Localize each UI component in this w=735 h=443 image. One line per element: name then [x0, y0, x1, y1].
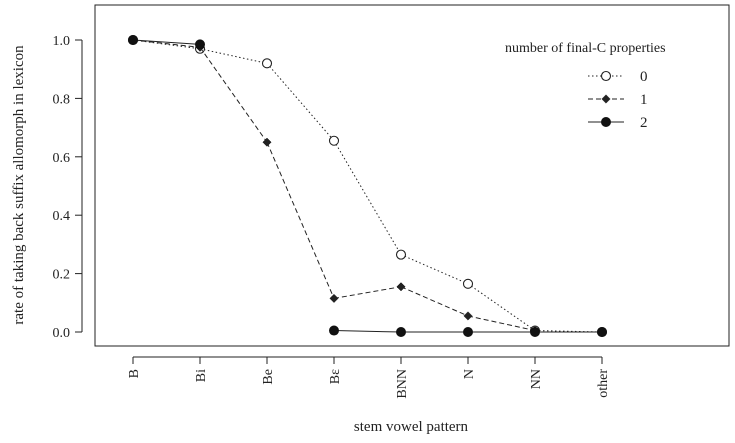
- data-point: [530, 327, 540, 337]
- x-tick-label: B: [127, 369, 142, 378]
- y-axis: 0.0 0.2 0.4 0.6 0.8 1.0: [53, 34, 83, 341]
- y-tick-label: 0.6: [53, 151, 71, 166]
- series-line-segment: [467, 283, 536, 331]
- data-point: [597, 327, 607, 337]
- data-point: [262, 137, 272, 147]
- data-point: [328, 135, 340, 146]
- data-point: [463, 311, 473, 321]
- data-point: [329, 325, 339, 336]
- series-line-segment: [333, 140, 402, 255]
- y-tick-label: 1.0: [53, 34, 71, 49]
- legend-item: 0: [588, 69, 648, 85]
- legend-label: 2: [640, 115, 648, 131]
- series-1: [128, 35, 540, 336]
- data-point: [261, 58, 273, 69]
- series-line-segment: [333, 330, 402, 333]
- x-tick-label: BNN: [395, 369, 410, 399]
- data-point: [395, 249, 407, 260]
- legend-item: 1: [588, 92, 648, 108]
- y-tick-label: 0.0: [53, 326, 71, 341]
- legend-item: 2: [588, 115, 648, 131]
- legend-marker: [600, 70, 612, 82]
- data-point: [128, 35, 138, 45]
- series-0: [127, 34, 608, 338]
- legend: number of final-C properties 0 1 2: [505, 41, 666, 131]
- x-tick-label: N: [462, 369, 477, 379]
- x-axis-label: stem vowel pattern: [354, 419, 469, 435]
- series-2: [128, 35, 607, 337]
- y-tick-label: 0.2: [53, 268, 71, 283]
- legend-marker: [601, 117, 611, 127]
- legend-label: 0: [640, 69, 648, 85]
- x-axis: B Bi Be Bɛ BNN N NN other: [127, 356, 611, 399]
- legend-label: 1: [640, 92, 648, 108]
- data-point: [396, 282, 406, 292]
- x-tick-label: Bɛ: [328, 369, 343, 384]
- x-tick-label: Bi: [194, 369, 209, 382]
- y-tick-label: 0.4: [53, 209, 71, 224]
- series-line-segment: [400, 286, 469, 317]
- series-layer: [127, 34, 608, 338]
- series-line-segment: [199, 47, 268, 143]
- plot-frame: [94, 4, 730, 347]
- legend-marker: [601, 94, 611, 104]
- series-line-segment: [199, 48, 268, 64]
- x-tick-label: NN: [529, 369, 544, 389]
- series-line-segment: [132, 39, 201, 45]
- x-tick-label: other: [596, 369, 611, 398]
- series-line-segment: [467, 315, 536, 332]
- y-tick-label: 0.8: [53, 92, 71, 107]
- y-axis-label: rate of taking back suffix allomorph in …: [11, 45, 27, 325]
- data-point: [462, 278, 474, 289]
- series-line-segment: [400, 254, 469, 285]
- data-point: [396, 327, 406, 337]
- x-tick-label: Be: [261, 369, 276, 385]
- data-point: [463, 327, 473, 337]
- data-point: [195, 39, 205, 50]
- series-line-segment: [132, 39, 201, 50]
- series-line-segment: [266, 63, 335, 142]
- legend-title: number of final-C properties: [505, 41, 666, 56]
- series-line-segment: [333, 286, 402, 299]
- data-point: [329, 293, 339, 303]
- series-line-segment: [266, 142, 335, 299]
